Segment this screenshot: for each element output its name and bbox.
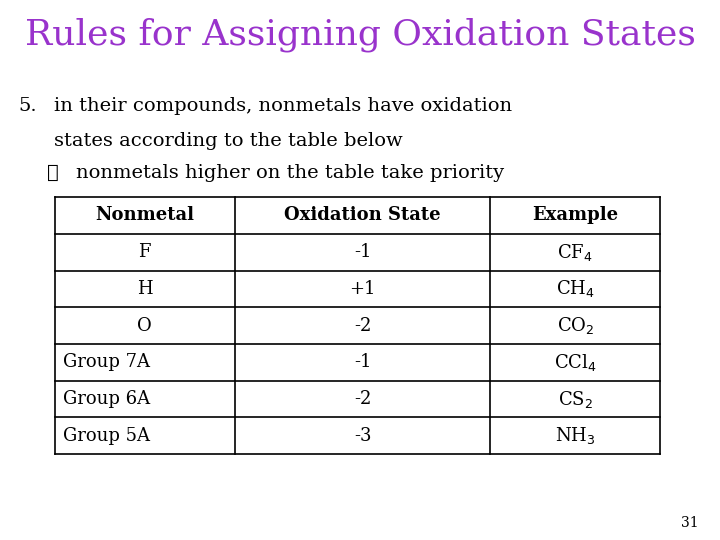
Text: 31: 31 [681,516,698,530]
Text: -1: -1 [354,243,372,261]
Text: O: O [138,316,152,335]
Text: +1: +1 [349,280,376,298]
Text: 5.: 5. [18,97,37,115]
Text: Group 6A: Group 6A [63,390,150,408]
Text: -2: -2 [354,390,372,408]
Text: CCl$_4$: CCl$_4$ [554,352,597,373]
Text: NH$_3$: NH$_3$ [555,426,595,446]
Text: Rules for Assigning Oxidation States: Rules for Assigning Oxidation States [24,18,696,52]
Text: Group 5A: Group 5A [63,427,150,445]
Text: F: F [138,243,151,261]
Text: ✓: ✓ [47,164,58,182]
Text: in their compounds, nonmetals have oxidation: in their compounds, nonmetals have oxida… [54,97,512,115]
Text: CH$_4$: CH$_4$ [556,279,595,299]
Text: CF$_4$: CF$_4$ [557,242,593,262]
Text: -3: -3 [354,427,372,445]
Text: -1: -1 [354,353,372,372]
Text: -2: -2 [354,316,372,335]
Text: Oxidation State: Oxidation State [284,206,441,225]
Text: Nonmetal: Nonmetal [95,206,194,225]
Text: nonmetals higher on the table take priority: nonmetals higher on the table take prior… [76,164,504,182]
Text: CO$_2$: CO$_2$ [557,315,594,336]
Text: CS$_2$: CS$_2$ [558,389,593,409]
Text: Example: Example [532,206,618,225]
Text: states according to the table below: states according to the table below [54,132,402,150]
Text: H: H [137,280,153,298]
Text: Group 7A: Group 7A [63,353,150,372]
